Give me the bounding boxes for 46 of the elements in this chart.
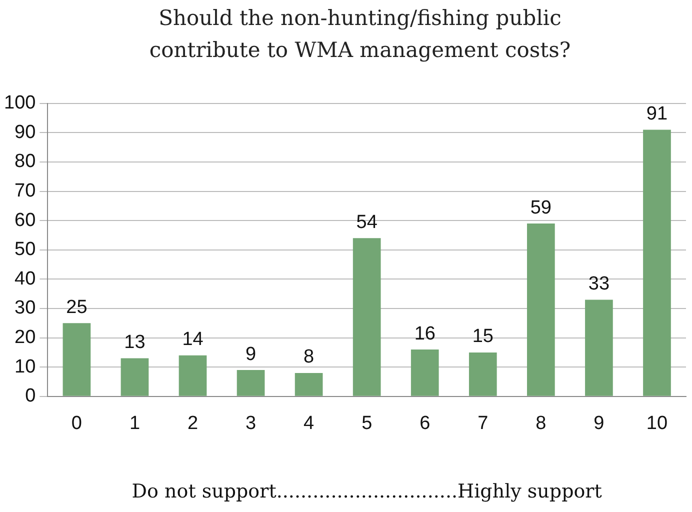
bar (62, 323, 91, 396)
y-tick-label: 10 (14, 356, 36, 378)
x-tick-label: 6 (420, 413, 430, 434)
x-tick-label: 2 (187, 413, 198, 434)
y-tick-label: 70 (14, 180, 36, 202)
x-tick-label: 3 (246, 413, 256, 434)
bar (236, 370, 265, 396)
chart-title: Should the non-hunting/fishing public contribute to WMA management costs? (148, 5, 572, 64)
data-label: 14 (182, 329, 204, 350)
x-tick-label: 8 (536, 413, 546, 434)
bar (410, 350, 439, 396)
bar (585, 300, 613, 396)
x-tick-label: 0 (71, 413, 82, 434)
x-tick-label: 9 (594, 413, 604, 434)
data-label: 9 (246, 344, 256, 365)
y-tick-label: 90 (14, 122, 36, 143)
bar (352, 238, 381, 396)
data-label: 8 (304, 346, 314, 368)
data-label: 16 (414, 323, 436, 344)
data-label: 54 (356, 212, 378, 233)
bar (120, 358, 149, 396)
x-tick-label: 1 (129, 413, 140, 434)
y-tick-label: 100 (4, 92, 36, 114)
data-label: 13 (124, 332, 146, 354)
x-tick-label: 5 (362, 413, 372, 434)
data-label: 91 (646, 104, 668, 125)
y-tick-label: 50 (14, 239, 36, 260)
x-tick-label: 4 (304, 413, 315, 434)
data-label: 25 (66, 296, 88, 318)
x-axis-title: Do not support..............................Highly support (132, 480, 602, 503)
bar (178, 355, 207, 396)
bar (643, 130, 671, 396)
x-tick-label: 10 (646, 413, 668, 434)
bar (294, 372, 323, 396)
y-tick-label: 80 (14, 151, 36, 172)
x-tick-label: 7 (478, 413, 488, 434)
data-label: 59 (530, 197, 552, 218)
y-tick-label: 30 (14, 298, 36, 319)
bar (527, 224, 555, 396)
y-tick-label: 40 (14, 268, 36, 290)
y-tick-label: 60 (14, 210, 36, 231)
bar (468, 352, 497, 396)
y-tick-label: 0 (25, 386, 36, 407)
data-label: 15 (472, 326, 494, 348)
data-label: 33 (588, 273, 610, 294)
y-tick-label: 20 (14, 327, 36, 348)
